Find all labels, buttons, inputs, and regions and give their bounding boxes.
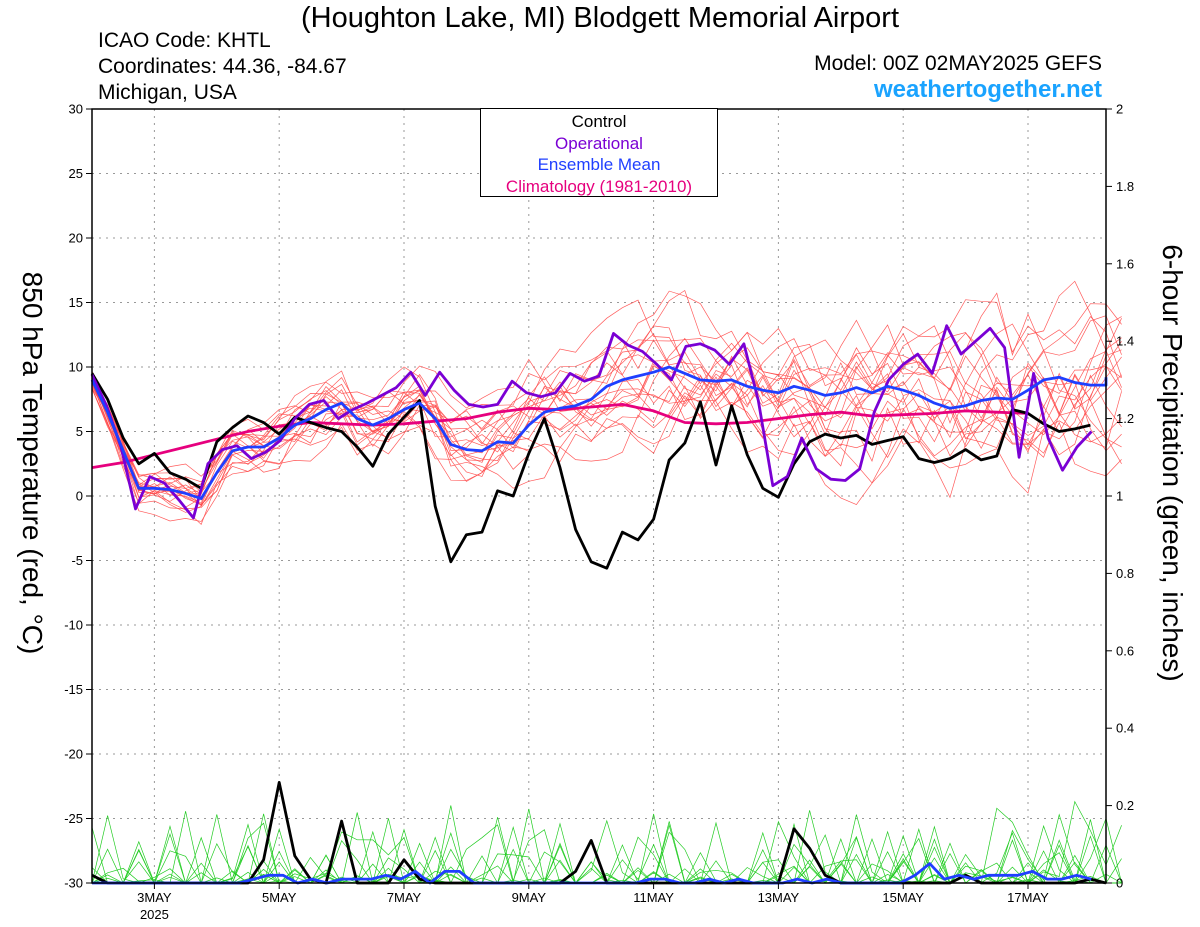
y-tick-label: 15 xyxy=(69,295,83,310)
coordinates: Coordinates: 44.36, -84.67 xyxy=(98,55,347,78)
temperature-member-line xyxy=(91,352,1122,499)
y-tick-label: -10 xyxy=(64,618,83,633)
site-link[interactable]: weathertogether.net xyxy=(873,76,1102,103)
x-tick-label: 17MAY xyxy=(1007,890,1049,905)
x-tick-label: 15MAY xyxy=(882,890,924,905)
y-tick-label: 5 xyxy=(76,424,83,439)
y2-tick-label: 2 xyxy=(1116,102,1123,117)
y2-tick-label: 0.2 xyxy=(1116,798,1134,813)
precip-member-line xyxy=(92,812,1122,884)
legend-entry-ensemble-mean: Ensemble Mean xyxy=(537,155,661,174)
y-tick-label: -5 xyxy=(71,553,83,568)
x-tick-label: 9MAY xyxy=(512,890,547,905)
x-tick-sublabel: 2025 xyxy=(140,907,169,922)
chart-title: (Houghton Lake, MI) Blodgett Memorial Ai… xyxy=(301,2,899,34)
x-tick-label: 3MAY xyxy=(137,890,172,905)
y2-tick-label: 0 xyxy=(1116,876,1123,891)
x-tick-label: 7MAY xyxy=(387,890,422,905)
temperature-member-line xyxy=(91,299,1122,513)
x-tick-label: 11MAY xyxy=(633,890,674,905)
y2-tick-label: 1 xyxy=(1116,489,1123,504)
temperature-member-line xyxy=(91,332,1122,486)
ensemble-members xyxy=(91,280,1122,885)
temperature-member-line xyxy=(91,299,1122,522)
y2-tick-label: 1.4 xyxy=(1116,334,1134,349)
precip-member-line xyxy=(92,821,1122,885)
series-line-ensemble-mean xyxy=(90,365,1108,501)
icao-code: ICAO Code: KHTL xyxy=(98,29,271,52)
model-run: Model: 00Z 02MAY2025 GEFS xyxy=(814,52,1102,75)
legend: Control Operational Ensemble Mean Climat… xyxy=(480,108,718,197)
temperature-member-line xyxy=(91,349,1122,506)
series-line-control-precipitation xyxy=(91,781,1107,885)
legend-entry-operational: Operational xyxy=(555,133,643,153)
y2-tick-label: 0.6 xyxy=(1116,643,1134,658)
y-axis-label-precipitation: 6-hour Precipitation (green, inches) xyxy=(1157,244,1188,682)
precip-member-line xyxy=(92,807,1122,885)
region: Michigan, USA xyxy=(98,81,237,104)
series-line-ensemble-mean-precipitation xyxy=(92,862,1092,885)
precip-member-line xyxy=(91,813,1122,884)
precip-member-line xyxy=(91,813,1122,884)
x-tick-label: 13MAY xyxy=(758,890,800,905)
temperature-member-line xyxy=(91,280,1122,495)
y-tick-label: -25 xyxy=(64,811,83,826)
temperature-member-line xyxy=(91,325,1122,526)
y2-tick-label: 0.8 xyxy=(1116,566,1134,581)
temperature-member-line xyxy=(91,289,1122,507)
y-axis-label-temperature: 850 hPa Temperature (red, °C) xyxy=(17,271,48,655)
y-tick-label: 10 xyxy=(69,360,83,375)
y2-tick-label: 1.8 xyxy=(1116,179,1134,194)
temperature-member-line xyxy=(91,355,1122,506)
y-tick-label: 0 xyxy=(76,489,83,504)
y-tick-label: -20 xyxy=(64,747,83,762)
y-tick-label: 20 xyxy=(69,231,83,246)
y2-tick-label: 1.2 xyxy=(1116,411,1134,426)
legend-entry-control: Control xyxy=(571,112,627,131)
temperature-member-line xyxy=(91,290,1122,510)
y2-tick-label: 1.6 xyxy=(1116,256,1134,271)
series-line-operational xyxy=(90,324,1093,520)
y-tick-label: -30 xyxy=(64,876,83,891)
chart-axes: 302520151050-5-10-15-20-25-3021.81.61.41… xyxy=(64,102,1134,923)
series-line-climatology-1981-2010 xyxy=(91,402,1029,469)
x-tick-label: 5MAY xyxy=(262,890,297,905)
legend-entry-climatology: Climatology (1981-2010) xyxy=(505,176,693,196)
chart-grid xyxy=(92,109,1106,883)
temperature-member-line xyxy=(91,356,1122,502)
y-tick-label: -15 xyxy=(64,682,83,697)
series-line-control xyxy=(90,372,1091,570)
y2-tick-label: 0.4 xyxy=(1116,721,1134,736)
y-tick-label: 25 xyxy=(69,166,83,181)
y-tick-label: 30 xyxy=(69,102,83,117)
